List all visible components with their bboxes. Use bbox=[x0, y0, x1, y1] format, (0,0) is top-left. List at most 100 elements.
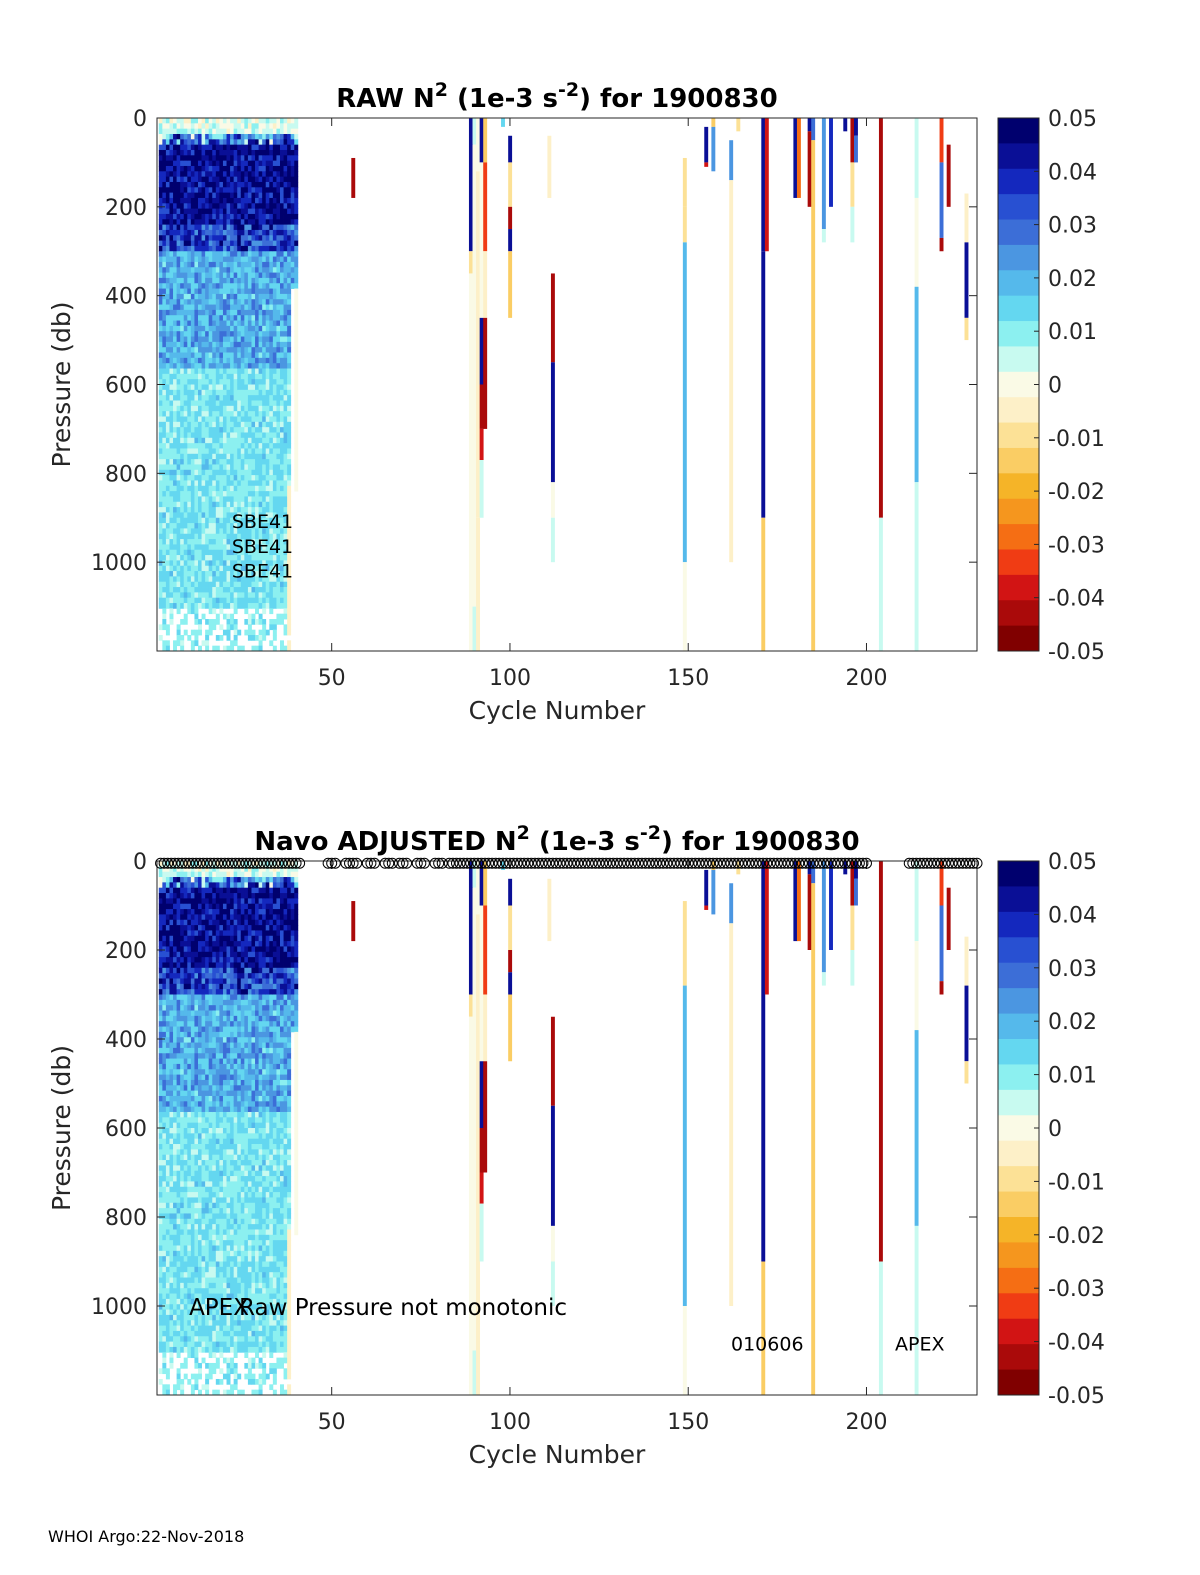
heatmap-cell bbox=[226, 389, 231, 396]
heatmap-cell bbox=[183, 411, 188, 417]
heatmap-cell bbox=[262, 139, 267, 146]
heatmap-cell bbox=[162, 565, 167, 572]
heatmap-cell bbox=[190, 357, 195, 364]
heatmap-cell bbox=[176, 1192, 181, 1198]
heatmap-cell bbox=[194, 925, 199, 931]
heatmap-cell bbox=[219, 293, 224, 300]
heatmap-cell bbox=[187, 1218, 192, 1225]
heatmap-cell bbox=[194, 1170, 199, 1177]
heatmap-cell bbox=[198, 256, 202, 263]
heatmap-cell bbox=[222, 171, 227, 178]
heatmap-cell bbox=[183, 592, 188, 599]
heatmap-cell bbox=[222, 539, 227, 545]
heatmap-cell bbox=[276, 283, 281, 289]
heatmap-cell bbox=[287, 357, 292, 364]
heatmap-cell bbox=[244, 245, 249, 252]
colorbar-swatch bbox=[998, 498, 1039, 525]
heatmap-cell bbox=[190, 1288, 195, 1294]
heatmap-cell bbox=[187, 587, 192, 593]
heatmap-cell bbox=[201, 533, 206, 540]
heatmap-cell bbox=[169, 1218, 174, 1225]
heatmap-cell bbox=[208, 528, 213, 535]
heatmap-cell bbox=[198, 437, 202, 444]
heatmap-cell bbox=[187, 1261, 192, 1268]
heatmap-cell bbox=[162, 272, 167, 279]
heatmap-cell bbox=[176, 118, 181, 124]
heatmap-cell bbox=[198, 1288, 202, 1294]
heatmap-cell bbox=[262, 240, 267, 247]
heatmap-cell bbox=[162, 571, 167, 577]
heatmap-cell bbox=[180, 946, 185, 953]
heatmap-cell bbox=[294, 384, 299, 391]
heatmap-cell bbox=[230, 539, 235, 545]
heatmap-cell bbox=[240, 587, 245, 593]
heatmap-cell bbox=[283, 523, 288, 529]
heatmap-cell bbox=[187, 1277, 192, 1284]
heatmap-cell bbox=[162, 871, 167, 878]
heatmap-cell bbox=[290, 149, 295, 156]
heatmap-cell bbox=[265, 240, 270, 247]
heatmap-cell bbox=[165, 187, 170, 194]
heatmap-cell bbox=[183, 930, 188, 937]
heatmap-cell bbox=[208, 155, 213, 162]
heatmap-cell bbox=[194, 1149, 199, 1156]
heatmap-cell bbox=[212, 416, 217, 423]
profile-segment bbox=[508, 206, 513, 230]
heatmap-cell bbox=[187, 123, 192, 130]
heatmap-cell bbox=[237, 181, 242, 188]
heatmap-cell bbox=[190, 877, 195, 883]
profile-segment bbox=[843, 118, 848, 132]
heatmap-cell bbox=[212, 203, 217, 210]
heatmap-cell bbox=[187, 331, 192, 337]
heatmap-cell bbox=[247, 581, 252, 588]
heatmap-cell bbox=[198, 1325, 202, 1332]
heatmap-cell bbox=[226, 245, 231, 252]
heatmap-cell bbox=[258, 453, 263, 460]
heatmap-cell bbox=[251, 485, 256, 492]
heatmap-cell bbox=[205, 208, 210, 215]
heatmap-cell bbox=[180, 421, 185, 428]
heatmap-cell bbox=[201, 989, 206, 995]
heatmap-cell bbox=[180, 368, 185, 375]
heatmap-cell bbox=[158, 887, 163, 894]
heatmap-cell bbox=[162, 144, 167, 151]
heatmap-cell bbox=[190, 128, 195, 135]
heatmap-cell bbox=[255, 208, 260, 215]
heatmap-cell bbox=[240, 389, 245, 396]
heatmap-cell bbox=[176, 1111, 181, 1118]
heatmap-cell bbox=[201, 459, 206, 465]
heatmap-cell bbox=[226, 501, 231, 508]
heatmap-cell bbox=[237, 368, 242, 375]
heatmap-cell bbox=[165, 160, 170, 167]
heatmap-cell bbox=[165, 1277, 170, 1284]
heatmap-cell bbox=[158, 395, 163, 401]
heatmap-cell bbox=[272, 581, 277, 588]
heatmap-cell bbox=[158, 624, 163, 631]
heatmap-cell bbox=[230, 352, 235, 359]
heatmap-cell bbox=[219, 235, 224, 241]
heatmap-cell bbox=[287, 517, 292, 524]
heatmap-cell bbox=[173, 571, 178, 577]
heatmap-cell bbox=[244, 192, 249, 199]
heatmap-cell bbox=[183, 251, 188, 257]
heatmap-cell bbox=[194, 331, 199, 337]
heatmap-cell bbox=[198, 469, 202, 476]
heatmap-cell bbox=[230, 645, 235, 652]
heatmap-cell bbox=[158, 528, 163, 535]
y-axis-label: Pressure (db) bbox=[47, 302, 76, 468]
heatmap-cell bbox=[183, 999, 188, 1006]
heatmap-cell bbox=[237, 229, 242, 236]
heatmap-cell bbox=[162, 256, 167, 263]
heatmap-cell bbox=[187, 229, 192, 236]
y-tick-label: 800 bbox=[105, 462, 147, 487]
heatmap-cell bbox=[183, 1320, 188, 1326]
heatmap-cell bbox=[287, 528, 292, 535]
heatmap-cell bbox=[212, 288, 217, 295]
heatmap-cell bbox=[276, 347, 281, 353]
heatmap-cell bbox=[280, 485, 284, 492]
heatmap-cell bbox=[198, 341, 202, 348]
heatmap-cell bbox=[169, 1101, 174, 1108]
heatmap-cell bbox=[180, 1101, 185, 1108]
heatmap-cell bbox=[237, 149, 242, 156]
heatmap-cell bbox=[247, 155, 252, 162]
